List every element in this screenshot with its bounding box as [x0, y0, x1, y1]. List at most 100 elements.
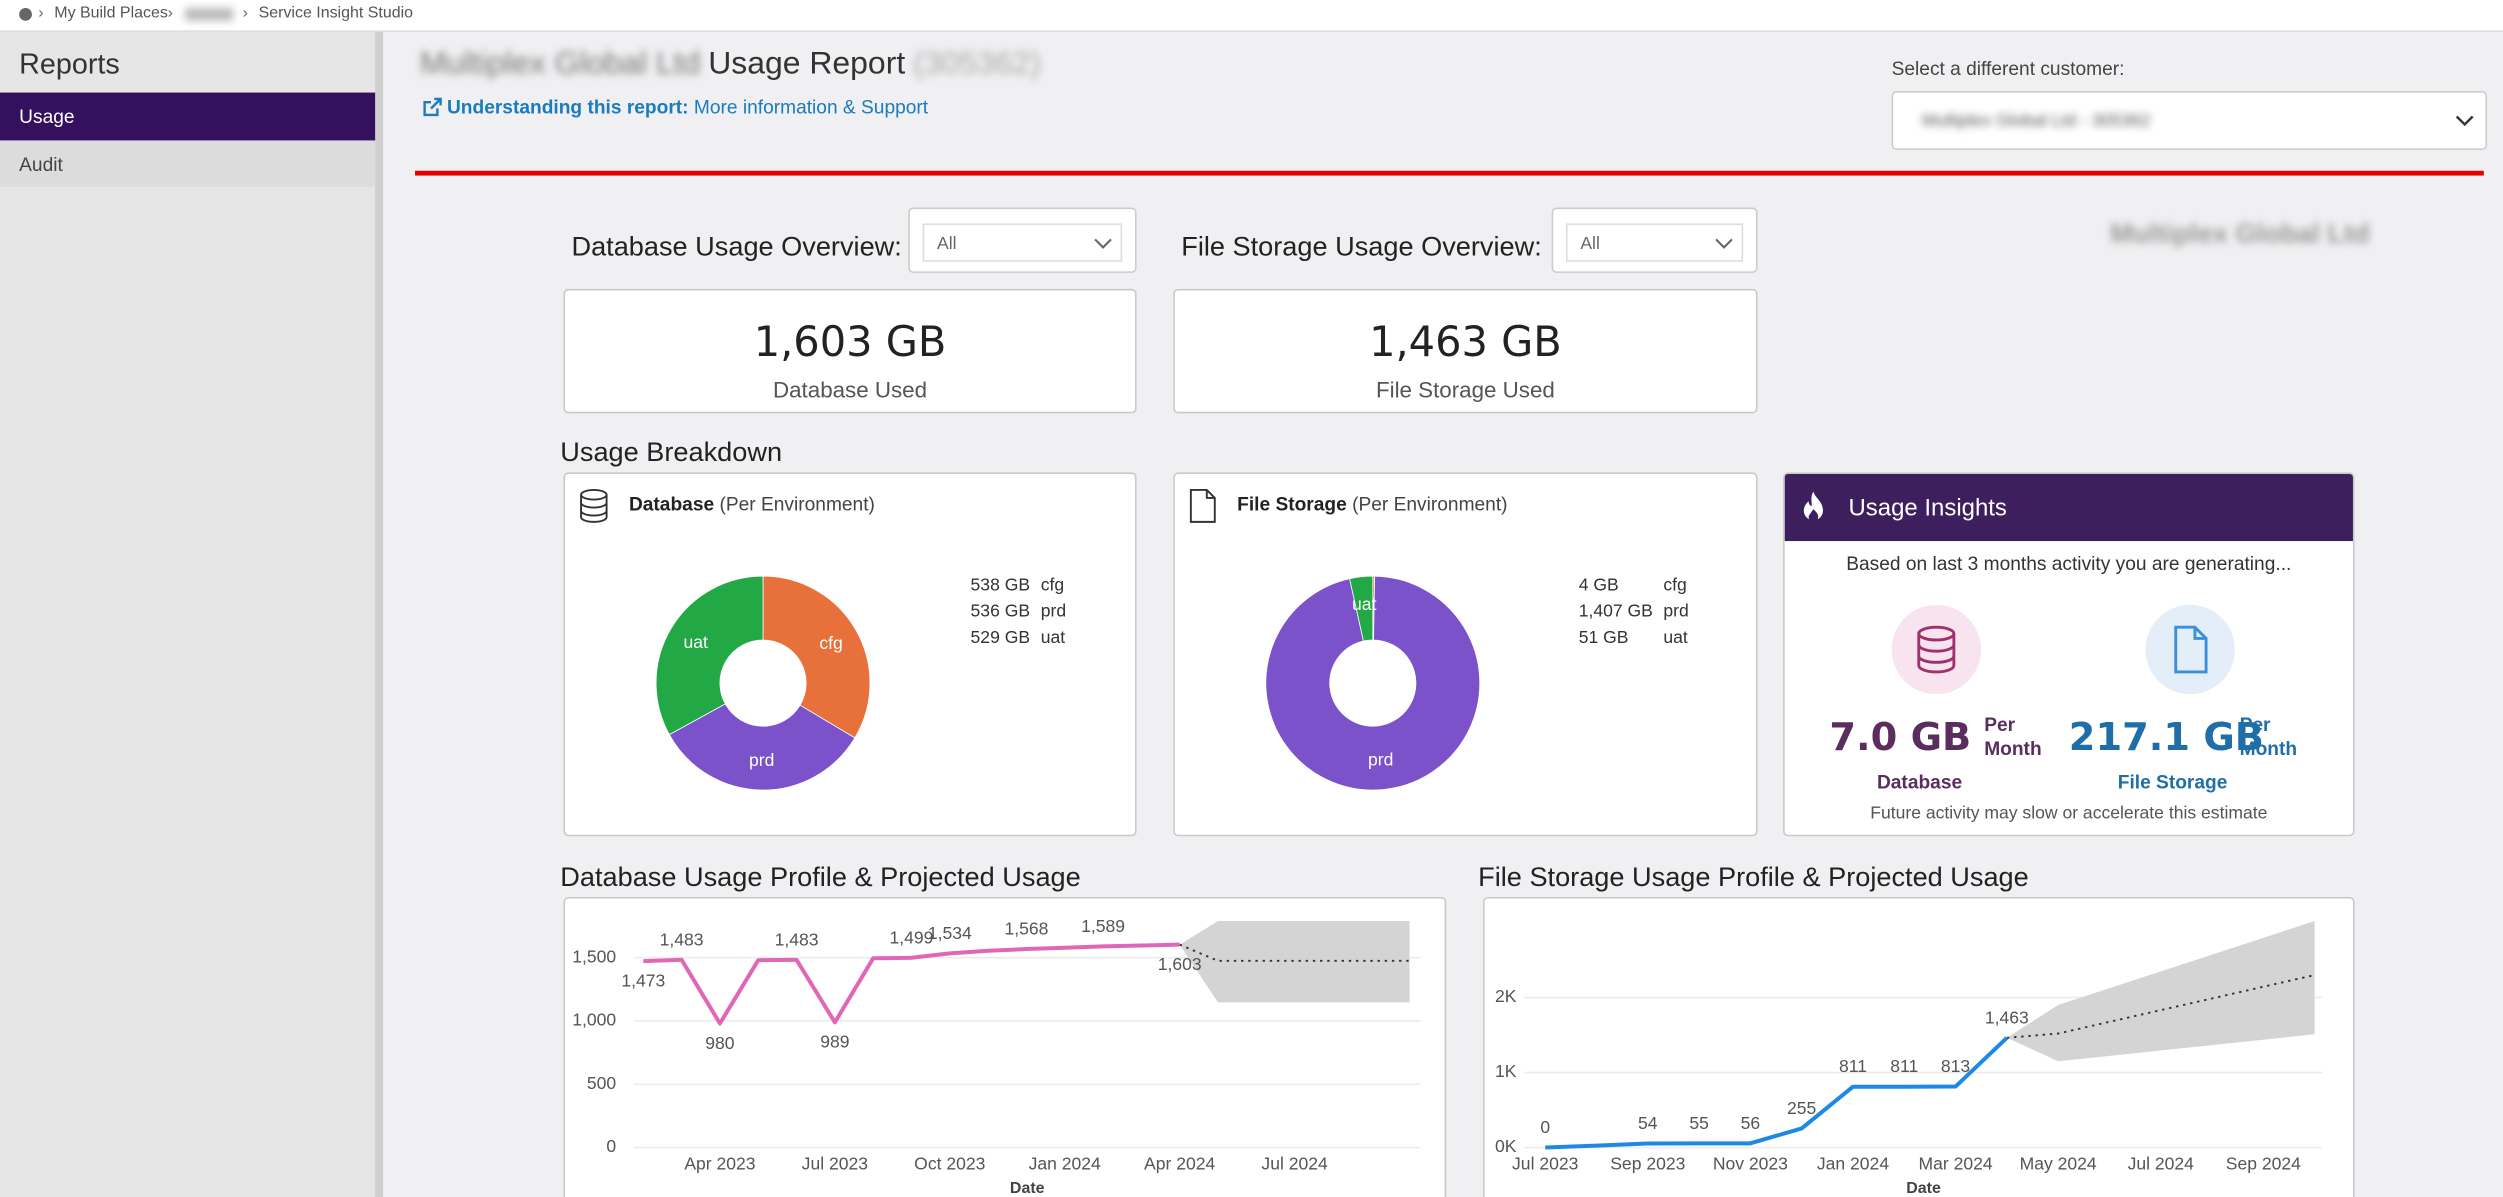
- x-tick-label: Mar 2024: [1919, 1154, 1993, 1174]
- external-link-icon: [423, 97, 442, 117]
- x-tick-label: May 2024: [2020, 1154, 2097, 1174]
- section-title: Usage Breakdown: [560, 437, 783, 468]
- data-label: 1,568: [1004, 919, 1048, 939]
- insights-title: Usage Insights: [1848, 494, 2007, 522]
- flame-icon: [1803, 491, 1823, 522]
- file-icon: [1189, 489, 1216, 523]
- x-tick-label: Jan 2024: [1029, 1154, 1101, 1174]
- pie-slice: [762, 575, 871, 739]
- nav-item[interactable]: Audit: [19, 153, 63, 176]
- data-label: 54: [1638, 1113, 1658, 1133]
- data-label: 1,499: [890, 927, 934, 947]
- redacted-crumb: [185, 7, 234, 21]
- section-title: File Storage Usage Profile & Projected U…: [1478, 861, 2029, 893]
- sidebar-title: Reports: [19, 47, 120, 80]
- subtitle: (Per Environment): [719, 493, 875, 516]
- data-label: 811: [1890, 1056, 1918, 1076]
- x-tick-label: Jul 2024: [1261, 1154, 1328, 1174]
- legend-value: 4 GB: [1579, 574, 1619, 594]
- title: Database: [628, 493, 715, 516]
- overview-card: 1,463 GB File Storage Used: [1173, 288, 1758, 414]
- insight-value: 7.0 GB: [1829, 715, 1972, 760]
- legend-label: cfg: [1041, 574, 1064, 594]
- filter-select[interactable]: All: [908, 207, 1137, 273]
- legend-label: uat: [1663, 627, 1688, 647]
- x-axis-title: Date: [1010, 1180, 1045, 1197]
- data-label: 56: [1741, 1113, 1761, 1133]
- insights-footer: Future activity may slow or accelerate t…: [1870, 804, 2268, 824]
- sidebar: [0, 31, 376, 1197]
- legend-label: prd: [1041, 601, 1066, 621]
- data-label: 255: [1787, 1098, 1817, 1118]
- database-icon: [580, 489, 608, 523]
- overview-label: File Storage Usage Overview:: [1181, 231, 1542, 262]
- data-label: 1,463: [1985, 1007, 2029, 1027]
- x-tick-label: Jul 2023: [1512, 1154, 1578, 1174]
- legend-label: prd: [1663, 601, 1688, 621]
- file-insight-icon: [2145, 604, 2235, 695]
- section-title: Database Usage Profile & Projected Usage: [560, 861, 1081, 893]
- slice-label: prd: [749, 750, 774, 770]
- chevron-icon: [1715, 238, 1733, 249]
- data-label: 1,473: [621, 970, 665, 990]
- filter-value: All: [922, 223, 1123, 262]
- x-tick-label: Sep 2023: [1610, 1154, 1685, 1174]
- y-tick-label: 0K: [1495, 1136, 1517, 1156]
- overview-card: 1,603 GB Database Used: [563, 288, 1137, 414]
- legend-value: 1,407 GB: [1579, 601, 1653, 621]
- x-tick-label: Apr 2023: [684, 1154, 755, 1174]
- report-title: Multiplex Global Ltd Usage Report (30536…: [420, 46, 1041, 83]
- link-text[interactable]: More information & Support: [693, 95, 929, 119]
- divider: [415, 170, 2484, 176]
- overview-value: 1,463 GB: [1369, 319, 1562, 368]
- usage-line: [1545, 1036, 2009, 1150]
- data-label: 55: [1689, 1113, 1709, 1133]
- data-label: 813: [1941, 1056, 1970, 1076]
- card-title: File Storage (Per Environment): [1237, 493, 1507, 515]
- breadcrumb-item[interactable]: Service Insight Studio: [258, 4, 413, 23]
- select-value: Multiplex Global Ltd - 305362: [1921, 111, 2151, 131]
- x-tick-label: Sep 2024: [2226, 1154, 2301, 1174]
- home-icon[interactable]: [18, 6, 34, 22]
- legend-value: 51 GB: [1579, 627, 1629, 647]
- insight-period: Per Month: [2239, 713, 2298, 760]
- y-tick-label: 1,000: [572, 1010, 616, 1030]
- overview-caption: File Storage Used: [1375, 376, 1555, 403]
- overview-label: Database Usage Overview:: [571, 231, 902, 262]
- x-tick-label: Jan 2024: [1817, 1154, 1889, 1174]
- data-label: 1,483: [660, 929, 704, 949]
- y-tick-label: 500: [587, 1073, 617, 1093]
- insights-intro: Based on last 3 months activity you are …: [1846, 552, 2292, 575]
- customer-select[interactable]: Multiplex Global Ltd - 305362: [1891, 90, 2488, 151]
- x-tick-label: Oct 2023: [914, 1154, 985, 1174]
- legend-value: 529 GB: [971, 627, 1031, 647]
- legend-value: 536 GB: [971, 601, 1031, 621]
- pie-slice: [1349, 575, 1374, 642]
- insight-value: 217.1 GB: [2068, 715, 2264, 760]
- chevron: ›: [167, 4, 173, 23]
- select-label: Select a different customer:: [1891, 57, 2125, 80]
- legend-value: 538 GB: [971, 574, 1031, 594]
- pie-slice: [655, 575, 764, 736]
- filter-value: All: [1565, 223, 1744, 262]
- breadcrumb-item[interactable]: My Build Places: [54, 4, 168, 23]
- data-label: 980: [705, 1033, 735, 1053]
- nav-item[interactable]: Usage: [19, 105, 75, 128]
- x-tick-label: Nov 2023: [1713, 1154, 1788, 1174]
- data-label: 1,603: [1158, 954, 1202, 974]
- slice-label: prd: [1368, 750, 1393, 770]
- y-tick-label: 1,500: [572, 946, 616, 966]
- x-axis-title: Date: [1906, 1180, 1941, 1197]
- y-tick-label: 2K: [1495, 986, 1517, 1006]
- customer-code: (305362): [913, 46, 1041, 82]
- title: File Storage: [1237, 493, 1347, 516]
- slice-label: cfg: [819, 633, 842, 653]
- link-label: Understanding this report:: [446, 95, 689, 119]
- data-label: 1,483: [775, 929, 819, 949]
- help-link[interactable]: Understanding this report: More informat…: [447, 96, 928, 118]
- filter-select[interactable]: All: [1551, 207, 1758, 273]
- x-tick-label: Jul 2023: [802, 1154, 868, 1174]
- data-label: 989: [820, 1032, 849, 1052]
